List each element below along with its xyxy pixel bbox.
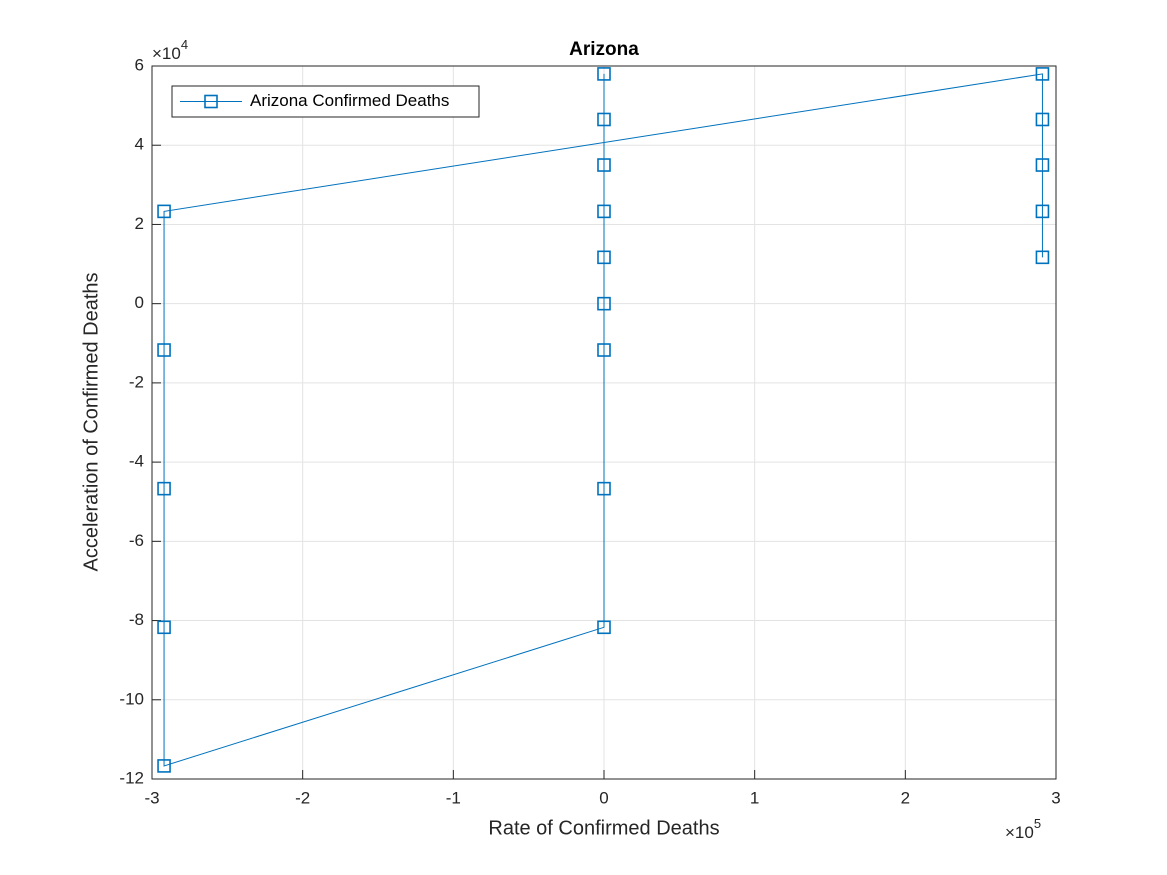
x-tick-label: 0 xyxy=(599,788,608,807)
x-tick-label: 3 xyxy=(1051,788,1060,807)
marker xyxy=(157,204,171,219)
marker xyxy=(597,204,611,219)
marker xyxy=(1035,67,1050,81)
marker xyxy=(597,481,611,496)
x-multiplier-exponent: 5 xyxy=(1034,816,1041,831)
marker xyxy=(157,481,171,496)
legend-label: Arizona Confirmed Deaths xyxy=(250,91,449,110)
y-axis-label: Acceleration of Confirmed Deaths xyxy=(80,272,102,571)
marker xyxy=(597,620,611,635)
marker xyxy=(1035,250,1050,265)
x-axis-label: Rate of Confirmed Deaths xyxy=(488,817,719,839)
x-multiplier: ×105 xyxy=(1005,816,1041,842)
x-tick-label: -2 xyxy=(295,788,310,807)
y-tick-label: -4 xyxy=(129,452,144,471)
y-tick-label: 6 xyxy=(135,55,144,74)
x-tick-label: -1 xyxy=(446,788,461,807)
marker xyxy=(157,620,171,635)
marker xyxy=(597,112,611,127)
marker xyxy=(597,250,611,265)
marker xyxy=(1035,158,1050,172)
y-tick-label: 2 xyxy=(135,214,144,233)
legend-marker xyxy=(204,94,218,109)
y-tick-label: -12 xyxy=(119,768,144,787)
y-tick-label: -10 xyxy=(119,689,144,708)
marker xyxy=(597,158,611,172)
y-tick-label: -6 xyxy=(129,531,144,550)
y-multiplier: ×104 xyxy=(152,37,188,63)
marker xyxy=(597,343,611,357)
series-line xyxy=(163,73,1043,767)
marker xyxy=(157,759,171,773)
marker xyxy=(597,296,611,311)
y-tick-label: 4 xyxy=(135,135,144,154)
x-tick-label: 2 xyxy=(901,788,910,807)
marker xyxy=(1035,204,1050,219)
x-multiplier-base: ×10 xyxy=(1005,823,1034,842)
x-tick-label: -3 xyxy=(144,788,159,807)
x-tick-label: 1 xyxy=(750,788,759,807)
y-multiplier-exponent: 4 xyxy=(181,37,188,52)
y-tick-label: -2 xyxy=(129,372,144,391)
marker xyxy=(1035,112,1050,127)
marker xyxy=(157,343,171,357)
y-tick-label: 0 xyxy=(135,293,144,312)
y-multiplier-base: ×10 xyxy=(152,44,181,63)
marker xyxy=(597,67,611,81)
axes-box xyxy=(151,65,1057,780)
chart-title: Arizona xyxy=(569,39,639,60)
y-tick-label: -8 xyxy=(129,610,144,629)
